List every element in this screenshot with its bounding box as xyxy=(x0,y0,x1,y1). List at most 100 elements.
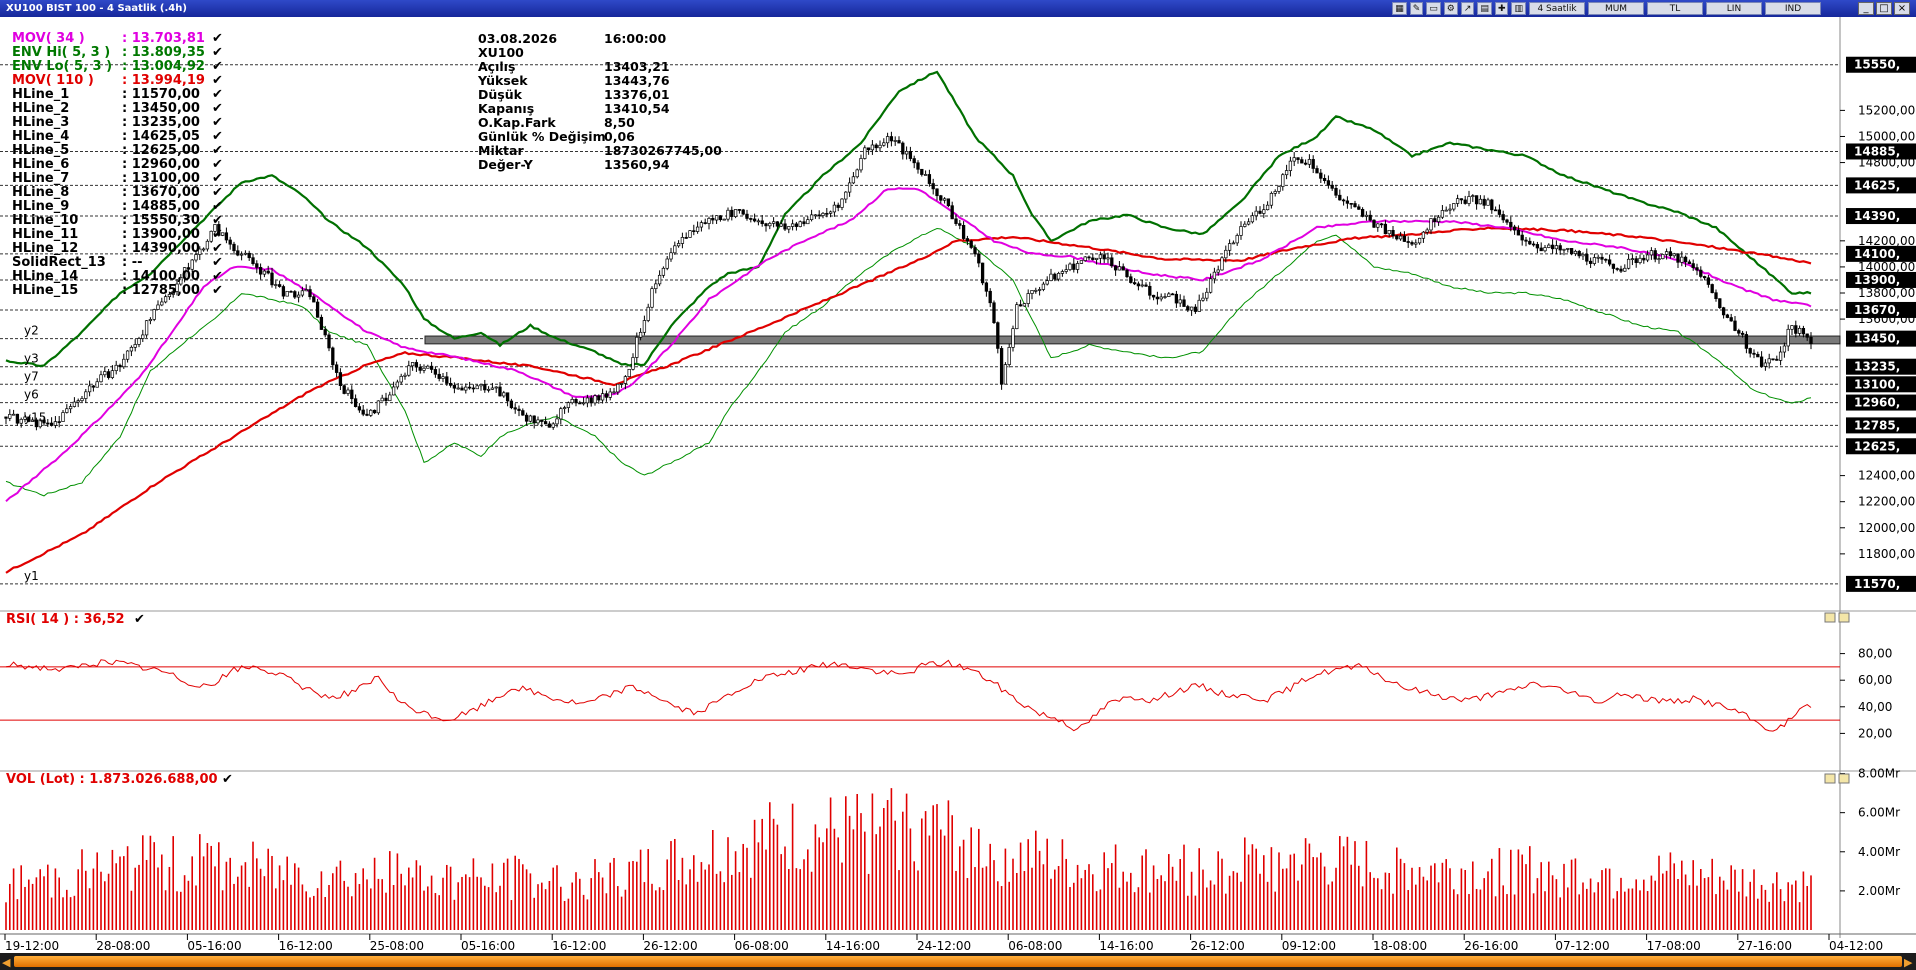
candle xyxy=(1490,198,1494,214)
candle xyxy=(1778,346,1783,366)
legend-item[interactable]: MOV( 34 ): 13.703,81 ✔ xyxy=(12,31,223,46)
legend-item[interactable]: SolidRect_13: -- ✔ xyxy=(12,255,223,270)
candle xyxy=(53,416,58,429)
candle xyxy=(1790,325,1794,335)
candle xyxy=(281,284,286,300)
candle xyxy=(15,413,20,426)
candle xyxy=(30,417,35,422)
candle xyxy=(1292,152,1296,167)
toolbar-icon-3[interactable]: ▭ xyxy=(1426,2,1441,15)
candle xyxy=(1600,254,1604,265)
candle xyxy=(1235,233,1239,246)
legend-name: HLine_3 xyxy=(12,115,69,130)
candle xyxy=(1729,313,1733,322)
candle xyxy=(1037,286,1042,296)
candle xyxy=(1607,254,1612,267)
window-title: XU100 BIST 100 - 4 Saatlik (.4h) xyxy=(6,3,187,14)
scrollbar-thumb[interactable] xyxy=(14,956,1902,967)
candle xyxy=(319,314,324,330)
scale-button[interactable]: LIN xyxy=(1706,2,1762,15)
chart-style-button[interactable]: MUM xyxy=(1588,2,1644,15)
volume-close-icon[interactable] xyxy=(1838,773,1850,784)
maximize-icon[interactable]: □ xyxy=(1876,2,1892,15)
candle xyxy=(1068,262,1072,272)
indicator-button[interactable]: IND xyxy=(1765,2,1821,15)
rsi-close-icon[interactable] xyxy=(1838,612,1850,623)
candle xyxy=(460,385,464,391)
legend-name: HLine_10 xyxy=(12,213,78,228)
candle xyxy=(950,201,954,220)
minimize-icon[interactable]: _ xyxy=(1858,2,1874,15)
legend-item[interactable]: HLine_9: 14885,00 ✔ xyxy=(12,199,223,214)
candle xyxy=(1429,218,1433,235)
horizontal-scrollbar[interactable]: ◀ ▶ xyxy=(0,953,1916,970)
info-label: O.Kap.Fark xyxy=(478,115,556,130)
legend-item[interactable]: HLine_1: 11570,00 ✔ xyxy=(12,87,223,102)
candle xyxy=(1623,264,1627,272)
period-button[interactable]: 4 Saatlik xyxy=(1529,2,1585,15)
rsi-edit-icon[interactable]: ✔ xyxy=(134,612,145,627)
candle xyxy=(1668,247,1673,259)
legend-item[interactable]: HLine_15: 12785,00 ✔ xyxy=(12,283,223,298)
toolbar-icon-8[interactable]: ▥ xyxy=(1511,2,1526,15)
volume-edit-icon[interactable]: ✔ xyxy=(222,772,233,787)
scroll-right-icon[interactable]: ▶ xyxy=(1904,956,1913,969)
toolbar-icon-2[interactable]: ✎ xyxy=(1409,2,1424,15)
candle xyxy=(870,140,875,155)
candle xyxy=(1227,239,1232,256)
rsi-panel[interactable]: RSI( 14 ) : 36,52 ✔ 80,00 60,00 40,00 20,00 xyxy=(0,612,1892,740)
volume-panel[interactable]: VOL (Lot) : 1.873.026.688,00 ✔ 8.00Mr 6.0… xyxy=(5,767,1900,930)
candle xyxy=(1714,289,1718,302)
candle xyxy=(1805,333,1809,341)
candle xyxy=(676,240,681,248)
legend-item[interactable]: HLine_12: 14390,00 ✔ xyxy=(12,241,223,256)
time-tick-label: 16-12:00 xyxy=(279,939,333,953)
candle xyxy=(1440,205,1445,219)
volume-restore-icon[interactable] xyxy=(1824,773,1836,784)
toolbar-icon-6[interactable]: ▤ xyxy=(1477,2,1492,15)
candle xyxy=(72,397,77,408)
chart-area[interactable]: 15200,0015000,0014800,0014200,0014000,00… xyxy=(0,17,1916,970)
candle xyxy=(1531,241,1536,247)
candle xyxy=(1121,263,1125,271)
legend-item[interactable]: HLine_11: 13900,00 ✔ xyxy=(12,227,223,242)
candle xyxy=(977,250,981,268)
candle xyxy=(494,386,498,393)
legend-item[interactable]: MOV( 110 ): 13.994,19 ✔ xyxy=(12,73,223,88)
time-tick-label: 28-08:00 xyxy=(96,939,150,953)
close-icon[interactable]: × xyxy=(1894,2,1910,15)
legend-item[interactable]: HLine_10: 15550,30 ✔ xyxy=(12,213,223,228)
main-price-panel[interactable]: 15200,0015000,0014800,0014200,0014000,00… xyxy=(0,56,1916,592)
candle xyxy=(1676,253,1680,269)
toolbar-icon-7[interactable]: ✚ xyxy=(1494,2,1509,15)
rsi-series-line xyxy=(5,659,1812,732)
legend-item[interactable]: ENV Hi( 5, 3 ): 13.809,35 ✔ xyxy=(12,45,223,60)
candle xyxy=(49,417,54,427)
legend-item[interactable]: HLine_7: 13100,00 ✔ xyxy=(12,171,223,186)
edit-check-icon: ✔ xyxy=(212,101,223,116)
scroll-left-icon[interactable]: ◀ xyxy=(2,956,11,969)
legend-item[interactable]: HLine_6: 12960,00 ✔ xyxy=(12,157,223,172)
info-value: 13443,76 xyxy=(604,73,670,88)
legend-item[interactable]: HLine_14: 14100,00 ✔ xyxy=(12,269,223,284)
currency-button[interactable]: TL xyxy=(1647,2,1703,15)
time-tick-label: 26-12:00 xyxy=(1191,939,1245,953)
legend-item[interactable]: HLine_5: 12625,00 ✔ xyxy=(12,143,223,158)
toolbar-icon-1[interactable]: ▦ xyxy=(1392,2,1407,15)
legend-item[interactable]: HLine_2: 13450,00 ✔ xyxy=(12,101,223,116)
hline-tag-y6: y6 xyxy=(24,388,39,402)
candle xyxy=(980,262,985,286)
toolbar-icon-5[interactable]: ↗ xyxy=(1460,2,1475,15)
legend-item[interactable]: HLine_4: 14625,05 ✔ xyxy=(12,129,223,144)
legend-item[interactable]: ENV Lo( 5, 3 ): 13.004,92 ✔ xyxy=(12,59,223,74)
rsi-restore-icon[interactable] xyxy=(1824,612,1836,623)
candle xyxy=(228,236,232,250)
candle xyxy=(954,214,958,226)
legend-item[interactable]: HLine_8: 13670,00 ✔ xyxy=(12,185,223,200)
info-label: Günlük % Değişim xyxy=(478,129,606,144)
legend-item[interactable]: HLine_3: 13235,00 ✔ xyxy=(12,115,223,130)
info-label: Kapanış xyxy=(478,101,534,116)
candle xyxy=(540,419,544,428)
rsi-line xyxy=(5,659,1812,732)
toolbar-icon-4[interactable]: ⚙ xyxy=(1443,2,1458,15)
